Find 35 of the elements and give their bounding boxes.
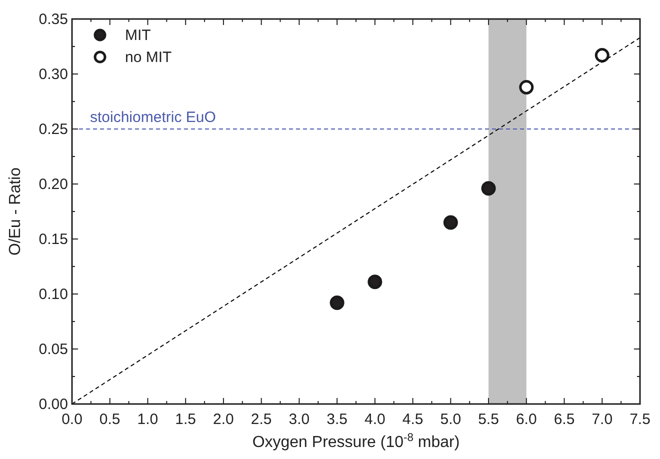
- x-tick-label: 7.0: [592, 411, 613, 428]
- y-tick-label: 0.05: [38, 341, 68, 358]
- x-tick-label: 2.0: [213, 411, 234, 428]
- x-tick-label: 7.5: [630, 411, 650, 428]
- legend-label: no MIT: [125, 49, 172, 66]
- y-tick-label: 0.25: [38, 121, 68, 138]
- x-tick-label: 1.5: [175, 411, 196, 428]
- point: [481, 181, 496, 196]
- y-tick-label: 0.35: [38, 11, 68, 28]
- point: [594, 48, 610, 63]
- x-tick-label: 5.5: [478, 411, 499, 428]
- y-tick-label: 0.20: [38, 176, 68, 193]
- x-tick-label: 6.5: [554, 411, 575, 428]
- legend-label: MIT: [125, 27, 151, 44]
- x-axis-title: Oxygen Pressure (10$^{-8}$ mbar): [252, 432, 460, 451]
- ref-line-label: stoichiometric EuO: [90, 109, 216, 126]
- point: [368, 274, 382, 290]
- y-axis-title: O/Eu - Ratio: [7, 167, 24, 256]
- x-tick-label: 2.5: [250, 411, 272, 428]
- x-tick-label: 4.0: [364, 411, 386, 428]
- x-tick-label: 5.0: [440, 411, 462, 428]
- x-tick-label: 4.5: [402, 411, 424, 428]
- point: [330, 296, 344, 310]
- y-tick-label: 0.10: [38, 286, 68, 303]
- x-tick-label: 3.5: [326, 411, 348, 428]
- x-tick-label: 1.0: [137, 411, 158, 428]
- point: [519, 80, 534, 94]
- x-tick-label: 0.0: [62, 411, 82, 428]
- x-tick-label: 6.0: [516, 411, 537, 428]
- point: [443, 215, 458, 230]
- x-tick-label: 0.5: [99, 411, 120, 428]
- y-tick-label: 0.30: [38, 66, 68, 83]
- y-tick-label: 0.00: [38, 396, 68, 413]
- y-tick-label: 0.15: [38, 231, 68, 248]
- x-tick-label: 3.0: [288, 411, 310, 428]
